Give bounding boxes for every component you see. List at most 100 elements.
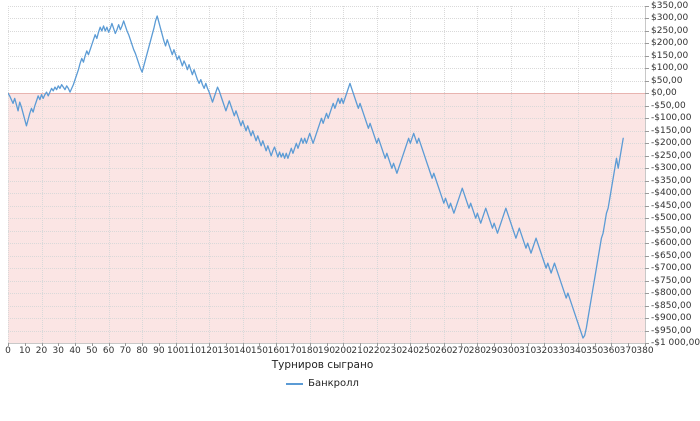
y-tick-mark — [645, 255, 649, 257]
gridline-horizontal — [8, 18, 645, 20]
x-tick-mark — [209, 343, 211, 346]
gridline-horizontal — [8, 243, 645, 245]
y-tick-label: $350,00 — [651, 1, 689, 11]
gridline-vertical — [577, 6, 579, 343]
gridline-horizontal — [8, 155, 645, 157]
y-axis-ticks: $350,00 $300,00 $250,00 $200,00 $150,00 $100,… — [645, 1, 700, 348]
x-tick-mark — [242, 343, 244, 346]
x-tick-mark — [561, 343, 563, 346]
x-tick-label: 250 — [418, 346, 436, 356]
x-tick-mark — [343, 343, 345, 346]
y-tick-label: -$150,00 — [651, 125, 692, 136]
y-tick-mark — [645, 93, 649, 95]
x-tick-mark — [360, 343, 362, 346]
x-tick-mark — [645, 343, 646, 346]
x-tick-mark — [611, 343, 613, 346]
x-tick-label: 40 — [69, 346, 81, 356]
gridline-horizontal — [8, 43, 645, 45]
x-tick-label: 240 — [401, 346, 419, 356]
y-tick-mark — [645, 343, 649, 344]
x-tick-label: 370 — [619, 346, 637, 356]
x-tick-mark — [292, 343, 294, 346]
y-tick-mark — [645, 118, 649, 120]
y-tick-mark — [645, 230, 649, 232]
gridline-horizontal — [8, 130, 645, 132]
y-tick-label: $250,00 — [651, 25, 689, 36]
y-tick-label: -$250,00 — [651, 150, 692, 161]
gridline-horizontal — [8, 193, 645, 195]
x-tick-mark — [544, 343, 546, 346]
y-tick-mark — [645, 80, 649, 82]
y-tick-label: -$700,00 — [651, 263, 692, 274]
y-tick-mark — [645, 205, 649, 207]
gridline-horizontal — [8, 143, 645, 145]
gridline-vertical — [276, 6, 278, 343]
y-tick-mark — [645, 280, 649, 282]
y-axis-line — [645, 6, 646, 343]
x-tick-label: 10 — [19, 346, 31, 356]
x-tick-label: 70 — [119, 346, 132, 356]
y-tick-label: $150,00 — [651, 50, 689, 61]
x-tick-label: 360 — [602, 346, 621, 356]
x-tick-label: 150 — [250, 346, 269, 356]
x-tick-mark — [410, 343, 412, 346]
x-tick-label: 180 — [301, 346, 319, 356]
gridline-horizontal — [8, 230, 645, 232]
gridline-vertical — [544, 6, 546, 343]
y-tick-label: $100,00 — [651, 63, 689, 74]
x-tick-mark — [259, 343, 261, 346]
x-tick-mark — [276, 343, 278, 346]
gridline-horizontal — [8, 180, 645, 182]
x-tick-mark — [393, 343, 395, 346]
x-tick-mark — [41, 343, 43, 346]
gridline-vertical — [309, 6, 311, 343]
plot-area — [8, 6, 645, 343]
x-tick-label: 260 — [435, 346, 453, 356]
gridline-vertical — [443, 6, 445, 343]
x-tick-mark — [158, 343, 160, 346]
gridline-vertical — [142, 6, 144, 343]
gridline-horizontal — [8, 293, 645, 295]
x-tick-label: 340 — [569, 346, 587, 356]
gridline-vertical — [175, 6, 177, 343]
x-tick-label: 220 — [368, 346, 386, 356]
x-tick-mark — [510, 343, 512, 346]
y-tick-label: -$200,00 — [651, 138, 692, 149]
gridline-vertical — [410, 6, 412, 343]
gridline-horizontal — [8, 168, 645, 170]
gridline-horizontal — [8, 68, 645, 70]
y-tick-mark — [645, 155, 649, 157]
x-tick-label: 20 — [35, 346, 48, 356]
y-tick-label: -$600,00 — [651, 238, 692, 249]
y-tick-label: -$850,00 — [651, 300, 692, 311]
x-tick-label: 380 — [636, 346, 654, 356]
x-tick-mark — [443, 343, 445, 346]
y-tick-mark — [645, 55, 649, 57]
x-tick-mark — [58, 343, 60, 346]
y-tick-mark — [645, 180, 649, 182]
x-tick-label: 110 — [183, 346, 201, 356]
x-axis-ticks: 0 10 20 30 40 50 60 70 80 90 100 110 120 130 140 150 160… — [0, 343, 700, 359]
x-axis-label: Турниров сыграно — [271, 359, 374, 371]
x-tick-label: 90 — [153, 346, 165, 356]
x-tick-label: 140 — [234, 346, 252, 356]
gridline-vertical — [41, 6, 43, 343]
y-tick-label: -$450,00 — [651, 200, 692, 211]
gridline-horizontal — [8, 268, 645, 270]
x-tick-mark — [175, 343, 177, 346]
x-tick-mark — [91, 343, 93, 346]
gridline-vertical — [209, 6, 211, 343]
x-tick-label: 230 — [384, 346, 403, 356]
gridline-horizontal — [8, 118, 645, 120]
x-tick-label: 130 — [217, 346, 235, 356]
y-tick-mark — [645, 130, 649, 132]
bankroll-line-series — [8, 15, 624, 339]
y-tick-label: -$50,00 — [651, 100, 686, 111]
gridline-horizontal — [8, 55, 645, 57]
y-tick-label: $0,00 — [651, 88, 677, 99]
y-tick-label: -$550,00 — [651, 225, 692, 236]
y-tick-label: $300,00 — [651, 13, 689, 24]
x-tick-mark — [427, 343, 429, 346]
y-tick-label: $50,00 — [651, 75, 683, 86]
